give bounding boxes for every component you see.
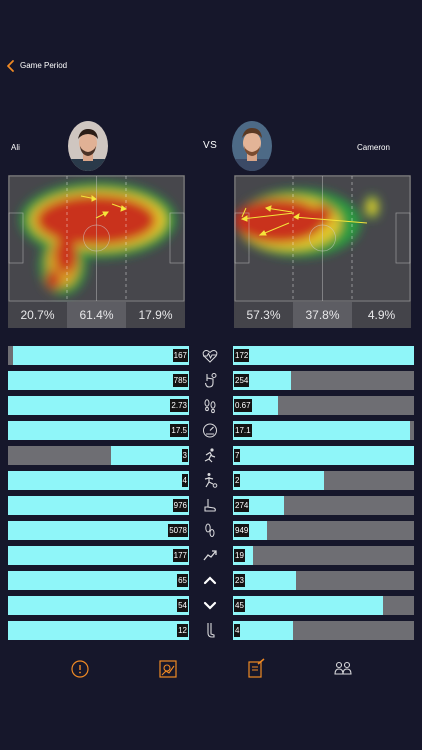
- stat-row: 167 172: [0, 346, 422, 365]
- stat-row: 65 23: [0, 571, 422, 590]
- leg-icon: [207, 623, 215, 638]
- stat-value-right: 254: [234, 374, 250, 387]
- stat-bar-left: 167: [8, 346, 189, 365]
- stat-bar-right: 19: [233, 546, 414, 565]
- pitch-right: [234, 175, 411, 302]
- compare-players-icon[interactable]: [330, 656, 356, 682]
- stat-row: 976 274: [0, 496, 422, 515]
- stat-value-left: 167: [172, 349, 188, 362]
- footprints-icon: [204, 399, 216, 414]
- stat-row: 2.73 0.67: [0, 396, 422, 415]
- stat-value-left: 12: [177, 624, 188, 637]
- stat-bar-right: 172: [233, 346, 414, 365]
- vs-label: VS: [203, 140, 218, 151]
- stat-value-left: 177: [172, 549, 188, 562]
- stat-row: 54 45: [0, 596, 422, 615]
- trend-up-icon: [203, 550, 217, 561]
- stat-value-left: 4: [181, 474, 188, 487]
- chevron-down-icon: [203, 601, 217, 610]
- stat-row: 177 19: [0, 546, 422, 565]
- stat-bar-left: 177: [8, 546, 189, 565]
- header: Game Period: [0, 55, 422, 79]
- stat-row: 785 254: [0, 371, 422, 390]
- stat-bar-left: 12: [8, 621, 189, 640]
- zone-defense-left: 20.7%: [20, 308, 55, 322]
- stat-value-right: 23: [234, 574, 245, 587]
- stat-value-left: 17.5: [170, 424, 188, 437]
- avatar-right[interactable]: [232, 121, 272, 171]
- chevron-up-icon: [203, 576, 217, 585]
- sprint-icon: [204, 448, 216, 463]
- player-name-right: Cameron: [357, 143, 390, 152]
- stat-value-left: 65: [177, 574, 188, 587]
- stat-value-left: 54: [177, 599, 188, 612]
- stat-bar-right: 949: [233, 521, 414, 540]
- heatmap-left: 20.7% 61.4% 17.9%: [8, 175, 185, 328]
- stat-row: 12 4: [0, 621, 422, 640]
- stat-bar-right: 17.1: [233, 421, 414, 440]
- speedometer-icon: [203, 423, 217, 438]
- stat-bar-left: 785: [8, 371, 189, 390]
- stat-value-right: 274: [234, 499, 250, 512]
- stat-bar-right: 0.67: [233, 396, 414, 415]
- zone-attack-right: 57.3%: [246, 308, 281, 322]
- stat-value-left: 785: [172, 374, 188, 387]
- page-title: Game Period: [20, 61, 68, 70]
- stat-row: 4 2: [0, 471, 422, 490]
- player-name-left: Ali: [11, 143, 20, 152]
- bottom-nav: [0, 656, 422, 686]
- avatar-left[interactable]: [68, 121, 108, 171]
- stat-bar-right: 274: [233, 496, 414, 515]
- stat-value-right: 949: [234, 524, 250, 537]
- stat-row: 5078 949: [0, 521, 422, 540]
- pitch-left: [8, 175, 185, 302]
- stat-bar-left: 5078: [8, 521, 189, 540]
- heatmap-right: 57.3% 37.8% 4.9%: [234, 175, 411, 328]
- stat-bar-right: 254: [233, 371, 414, 390]
- stat-row: 3 7: [0, 446, 422, 465]
- zone-percentages-right: 57.3% 37.8% 4.9%: [234, 302, 411, 328]
- notes-icon[interactable]: [243, 656, 269, 682]
- stat-value-left: 3: [181, 449, 188, 462]
- zone-percentages-left: 20.7% 61.4% 17.9%: [8, 302, 185, 328]
- stat-bar-right: 4: [233, 621, 414, 640]
- stat-bar-right: 23: [233, 571, 414, 590]
- stat-value-left: 5078: [168, 524, 188, 537]
- zone-attack-left: 17.9%: [138, 308, 173, 322]
- stat-value-right: 0.67: [234, 399, 252, 412]
- chevron-left-icon[interactable]: [4, 57, 18, 75]
- stat-row: 17.5 17.1: [0, 421, 422, 440]
- stat-value-left: 976: [172, 499, 188, 512]
- stat-bar-left: 2.73: [8, 396, 189, 415]
- stat-bar-left: 976: [8, 496, 189, 515]
- heartbeat-icon: [202, 350, 218, 363]
- ball-touch-icon: [204, 373, 217, 388]
- steps-icon: [205, 523, 215, 537]
- stat-value-right: 4: [234, 624, 241, 637]
- stat-value-right: 172: [234, 349, 250, 362]
- stat-value-right: 2: [234, 474, 241, 487]
- stat-bar-left: 54: [8, 596, 189, 615]
- boot-icon: [204, 499, 216, 512]
- stat-value-right: 7: [234, 449, 241, 462]
- stat-bar-left: 4: [8, 471, 189, 490]
- kick-icon: [204, 473, 218, 488]
- stat-value-left: 2.73: [170, 399, 188, 412]
- stat-value-right: 17.1: [234, 424, 252, 437]
- stat-bar-right: 2: [233, 471, 414, 490]
- info-icon[interactable]: [67, 656, 93, 682]
- zone-middle-right: 37.8%: [293, 302, 352, 328]
- zone-middle-left: 61.4%: [67, 302, 126, 328]
- stat-bar-right: 7: [233, 446, 414, 465]
- stat-bar-left: 65: [8, 571, 189, 590]
- stat-bar-left: 3: [8, 446, 189, 465]
- stat-value-right: 45: [234, 599, 245, 612]
- zone-defense-right: 4.9%: [367, 308, 396, 322]
- stat-value-right: 19: [234, 549, 245, 562]
- stat-bar-left: 17.5: [8, 421, 189, 440]
- heatmap-icon[interactable]: [155, 656, 181, 682]
- stat-bar-right: 45: [233, 596, 414, 615]
